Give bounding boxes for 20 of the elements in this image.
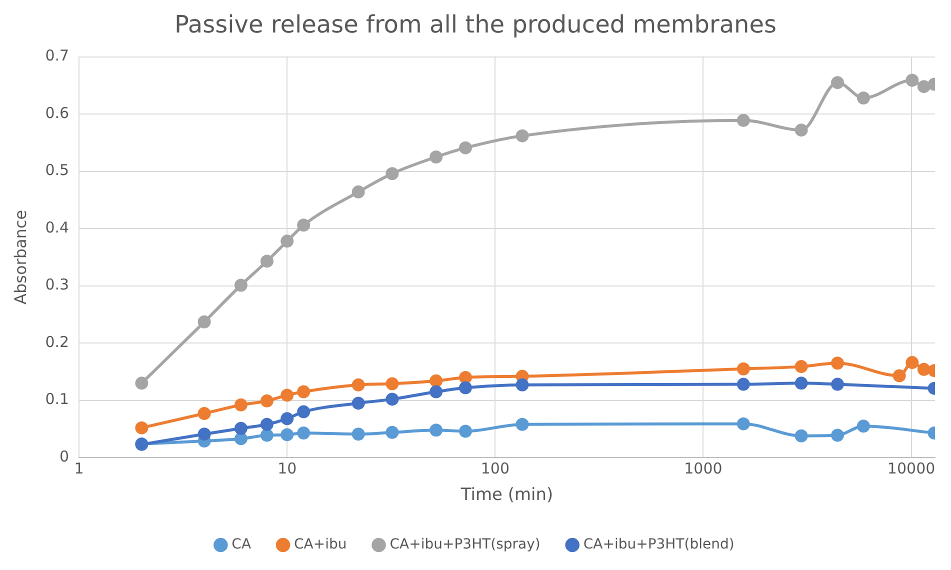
- legend-label: CA+ibu+P3HT(spray): [390, 536, 540, 553]
- y-tick-label: 0.5: [45, 161, 70, 180]
- x-tick-label: 1: [74, 459, 84, 478]
- legend-label: CA+ibu+P3HT(blend): [583, 536, 734, 553]
- y-tick-label: 0: [60, 447, 70, 466]
- x-tick-label: 10: [278, 459, 297, 478]
- y-tick-label: 0.1: [45, 390, 70, 408]
- y-tick-label: 0.2: [45, 332, 70, 351]
- y-axis-title: Absorbance: [10, 210, 30, 304]
- chart-title: Passive release from all the produced membranes: [174, 10, 777, 39]
- y-tick-label: 0.4: [45, 218, 70, 236]
- legend-label: CA+ibu: [294, 536, 347, 553]
- y-tick-label: 0.7: [45, 46, 70, 65]
- y-tick-label: 0.6: [45, 104, 70, 122]
- legend-label: CA: [232, 536, 252, 553]
- x-tick-label: 100: [480, 459, 510, 478]
- x-axis-title: Time (min): [460, 485, 554, 506]
- x-tick-label: 10000: [887, 459, 936, 478]
- y-tick-label: 0.3: [45, 276, 70, 294]
- x-tick-label: 1000: [684, 459, 722, 478]
